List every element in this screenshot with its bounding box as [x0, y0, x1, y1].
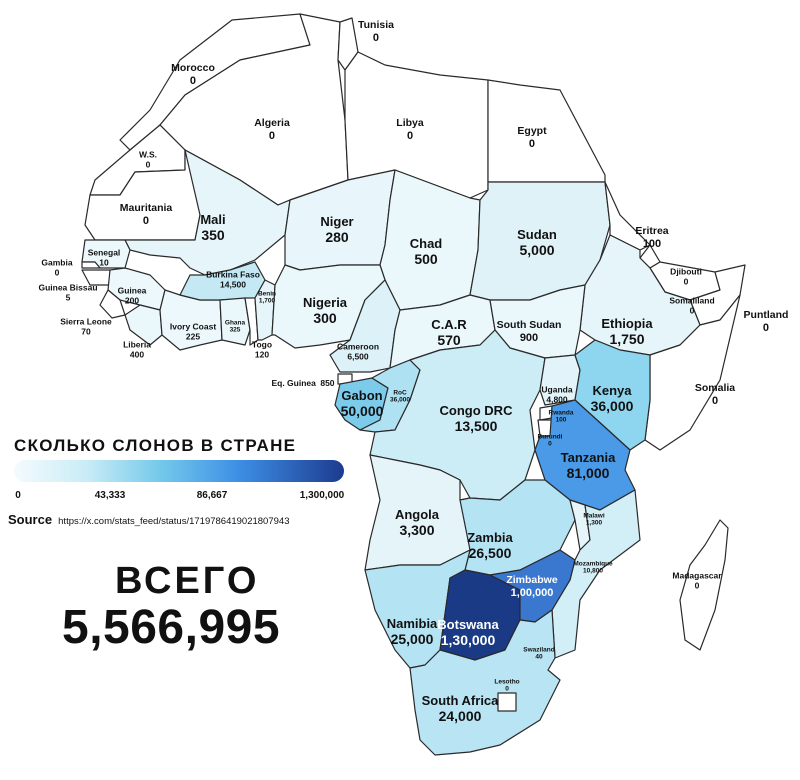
label-eritrea: Eritrea 100 [635, 224, 669, 250]
country-burkina-faso [179, 261, 266, 301]
label-guinea-bissau: Guinea Bissau 5 [38, 282, 98, 302]
label-morocco: Morocco 0 [171, 61, 215, 87]
country-togo [244, 297, 259, 346]
country-ghana [219, 297, 251, 346]
label-somaliland: Somaliland 0 [669, 295, 715, 315]
label-zimbabwe: Zimbabwe 1,00,000 [506, 573, 558, 599]
label-congo-drc: Congo DRC 13,500 [439, 402, 513, 434]
label-ws: W.S. 0 [139, 149, 157, 169]
country-mali [124, 149, 291, 276]
source-label: Source [8, 512, 53, 527]
country-south-africa [409, 609, 561, 756]
label-sierra-leone: Sierra Leone 70 [60, 316, 112, 336]
label-djibouti: Djibouti 0 [670, 266, 702, 286]
label-mali: Mali 350 [200, 211, 226, 243]
label-zambia: Zambia 26,500 [467, 529, 513, 561]
label-togo: Togo 120 [251, 339, 273, 359]
label-south-africa: South Africa 24,000 [421, 692, 499, 724]
country-zimbabwe [489, 549, 576, 623]
label-chad: Chad 500 [409, 235, 443, 267]
label-lesotho: Lesotho 0 [494, 678, 520, 693]
legend-tick-3: 1,300,000 [299, 490, 345, 501]
label-namibia: Namibia 25,000 [386, 615, 438, 647]
legend-title: СКОЛЬКО СЛОНОВ В СТРАНЕ [14, 436, 297, 455]
country-cameroon [329, 279, 401, 373]
label-ivory-coast: Ivory Coast 225 [169, 321, 217, 341]
country-somalia [644, 294, 741, 451]
label-tanzania: Tanzania 81,000 [560, 449, 616, 481]
label-tunisia: Tunisia 0 [358, 18, 394, 44]
label-senegal: Senegal 10 [87, 247, 121, 267]
label-south-sudan: South Sudan 900 [496, 318, 562, 344]
label-mozambique: Mozambique 10,800 [573, 560, 613, 575]
label-gambia: Gambia 0 [41, 257, 73, 277]
legend-color-scale [14, 460, 344, 482]
source-line: Source https://x.com/stats_feed/status/1… [8, 512, 289, 527]
label-somalia: Somalia 0 [694, 381, 736, 407]
label-liberia: Liberia 400 [123, 339, 151, 359]
label-puntland: Puntland 0 [743, 308, 789, 334]
country-mozambique [551, 489, 641, 659]
label-algeria: Algeria 0 [254, 116, 290, 142]
label-sudan: Sudan 5,000 [517, 226, 557, 258]
label-roc: RoC 36,000 [390, 389, 410, 404]
label-angola: Angola 3,300 [394, 506, 440, 538]
legend-tick-0: 0 [15, 490, 21, 501]
label-car: C.A.R 570 [431, 316, 467, 348]
label-rwanda: Rwanda 100 [548, 409, 574, 424]
label-guinea: Guinea 200 [117, 285, 147, 305]
label-eq-guinea: Eq. Guinea 850 [271, 378, 335, 389]
country-kenya [574, 339, 651, 451]
label-libya: Libya 0 [396, 116, 424, 142]
label-madagascar: Madagascar 0 [672, 570, 722, 590]
label-botswana: Botswana 1,30,000 [437, 616, 499, 648]
country-madagascar [679, 519, 729, 651]
legend-tick-1: 43,333 [94, 490, 126, 501]
label-gabon: Gabon 50,000 [340, 387, 384, 419]
label-niger: Niger 280 [320, 213, 354, 245]
label-kenya: Kenya 36,000 [590, 382, 634, 414]
label-ghana: Ghana 325 [224, 319, 246, 334]
source-url[interactable]: https://x.com/stats_feed/status/17197864… [58, 516, 290, 527]
total-value: 5,566,995 [62, 601, 281, 654]
label-mauritania: Mauritania 0 [119, 201, 173, 227]
legend-tick-2: 86,667 [196, 490, 228, 501]
total-label: ВСЕГО [115, 560, 260, 602]
label-ethiopia: Ethiopia 1,750 [601, 315, 653, 347]
label-burundi: Burundi 0 [537, 433, 563, 448]
label-burkina-faso: Burkina Faso 14,500 [206, 269, 260, 289]
label-malawi: Malawi 1,300 [583, 512, 605, 527]
label-uganda: Uganda 4,800 [541, 384, 573, 404]
label-egypt: Egypt 0 [517, 124, 547, 150]
label-cameroon: Cameroon 6,500 [336, 341, 380, 361]
country-sierra-leone [99, 289, 126, 319]
country-gambia [81, 261, 101, 269]
label-nigeria: Nigeria 300 [302, 294, 348, 326]
country-lesotho [497, 692, 517, 712]
label-benin: Benin 1,700 [257, 290, 277, 305]
label-swaziland: Swaziland 40 [523, 646, 555, 661]
